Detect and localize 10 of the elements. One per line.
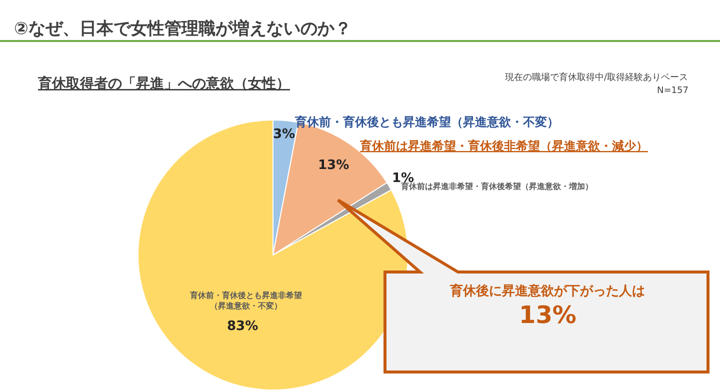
data-label: 13% (318, 158, 350, 173)
slice-label: 育休前・育休後とも昇進非希望（昇進意欲・不変） (189, 290, 302, 310)
text: 育休後に昇進意欲が下がった人は (449, 283, 645, 299)
chart-title: ②なぜ、日本で女性管理職が増えないのか？ (14, 18, 352, 39)
chart-subtitle: 育休取得者の「昇進」への意欲（女性） (37, 75, 290, 92)
text: 現在の職場で育休取得中/取得経験ありベース (505, 72, 688, 83)
data-label: 83% (227, 319, 258, 334)
data-label: 3% (273, 127, 296, 142)
text: 13% (519, 301, 576, 329)
text: N=157 (657, 86, 688, 96)
